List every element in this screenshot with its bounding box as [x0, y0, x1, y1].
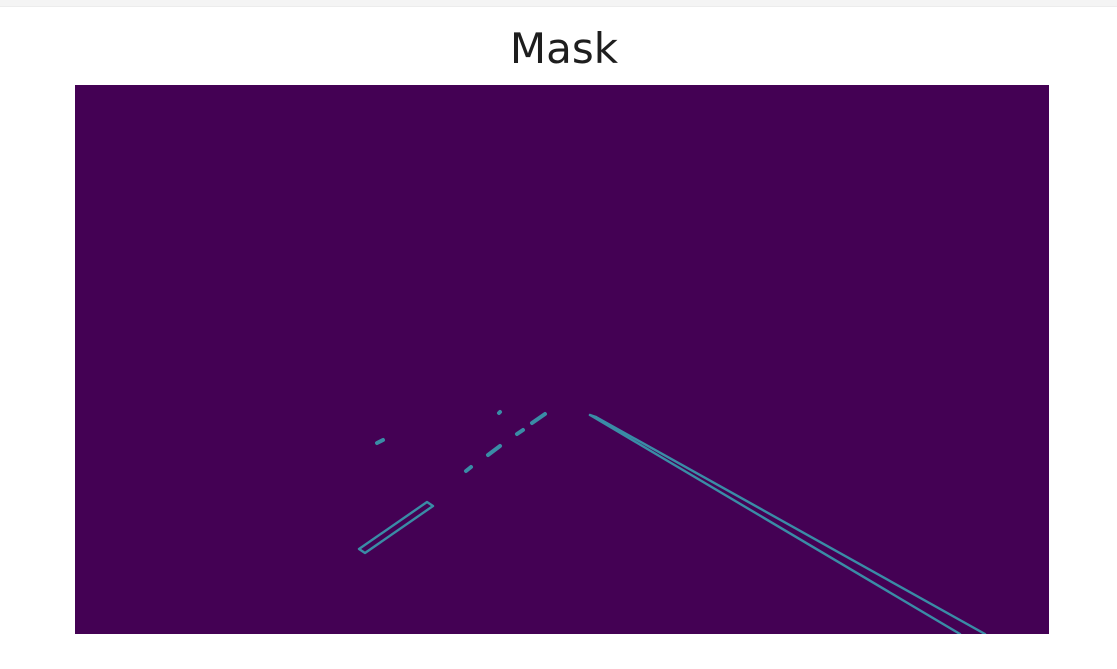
left-lane-dashes — [375, 410, 547, 473]
lane-dash-6 — [497, 410, 502, 415]
mask-image — [75, 85, 1049, 634]
lane-dash-3 — [515, 428, 525, 436]
lane-dash-1 — [464, 465, 473, 473]
lane-dash-5 — [375, 438, 385, 445]
image-title: Mask — [509, 24, 619, 73]
top-strip — [0, 0, 1117, 7]
left-lane-dash-long — [357, 500, 435, 555]
right-lane-edge — [588, 413, 987, 634]
lane-dash-2 — [486, 444, 502, 457]
mask-background — [75, 85, 1049, 634]
lane-dash-4 — [530, 412, 547, 425]
